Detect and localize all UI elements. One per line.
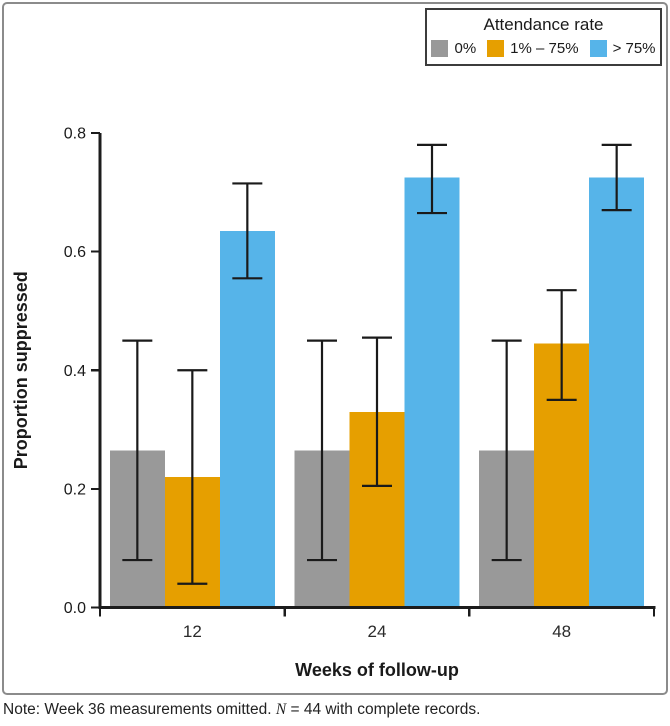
bar-wk24-series2 — [404, 177, 460, 608]
error-bar-wk24-series1 — [362, 336, 392, 488]
legend-items: 0% 1% – 75% > 75% — [427, 40, 660, 57]
footnote-text-before: Note: Week 36 measurements omitted. — [3, 701, 276, 718]
legend: Attendance rate 0% 1% – 75% > 75% — [425, 8, 662, 66]
bar-wk12-series2 — [219, 230, 275, 608]
legend-swatch-icon — [589, 40, 607, 57]
y-tick-label: 0.4 — [64, 363, 86, 380]
x-axis-title: Weeks of follow-up — [295, 660, 459, 680]
footnote: Note: Week 36 measurements omitted. N = … — [3, 701, 663, 719]
error-bar-wk24-series0 — [307, 339, 337, 562]
footnote-n-symbol: N — [275, 701, 287, 718]
y-tick-label: 0.6 — [64, 244, 86, 261]
legend-item-label: 1% – 75% — [510, 40, 579, 57]
legend-swatch-icon — [487, 40, 505, 57]
legend-item: > 75% — [589, 40, 656, 57]
y-tick-label: 0.2 — [64, 481, 86, 498]
y-tick-label: 0.8 — [64, 126, 86, 143]
y-axis-title: Proportion suppressed — [11, 271, 31, 469]
footnote-text-after: = 44 with complete records. — [286, 701, 481, 718]
x-tick-label-12: 12 — [183, 622, 202, 641]
legend-item-label: > 75% — [612, 40, 656, 57]
error-bar-wk24-series2 — [417, 143, 447, 215]
y-tick-label: 0.0 — [64, 600, 86, 617]
error-bar-wk12-series2 — [232, 182, 263, 280]
error-bar-wk48-series0 — [491, 339, 522, 562]
grouped-bar-chart: 12 24 48 0.0 0.2 0.4 0.6 0.8 Weeks of follow-up P… — [11, 126, 656, 680]
legend-title: Attendance rate — [483, 15, 604, 34]
error-bar-wk48-series1 — [546, 289, 577, 402]
x-tick-label-24: 24 — [368, 622, 387, 641]
error-bar-wk12-series1 — [177, 369, 208, 585]
x-tick-label-48: 48 — [552, 622, 571, 641]
legend-item: 0% — [431, 40, 476, 57]
error-bar-wk48-series2 — [601, 143, 632, 212]
legend-item: 1% – 75% — [487, 40, 579, 57]
legend-item-label: 0% — [454, 40, 477, 57]
error-bar-wk12-series0 — [122, 339, 153, 562]
bar-wk48-series2 — [589, 177, 645, 608]
legend-swatch-icon — [431, 40, 449, 57]
